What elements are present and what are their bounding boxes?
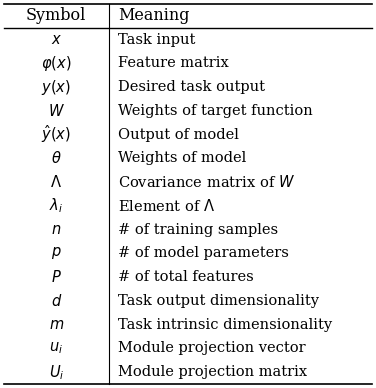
Text: Task intrinsic dimensionality: Task intrinsic dimensionality — [118, 318, 332, 332]
Text: Symbol: Symbol — [26, 7, 86, 24]
Text: $d$: $d$ — [51, 293, 62, 309]
Text: Meaning: Meaning — [118, 7, 190, 24]
Text: $p$: $p$ — [51, 246, 62, 262]
Text: $x$: $x$ — [51, 33, 62, 47]
Text: Weights of target function: Weights of target function — [118, 104, 313, 118]
Text: $\Lambda$: $\Lambda$ — [50, 174, 62, 190]
Text: $n$: $n$ — [51, 223, 61, 237]
Text: Module projection vector: Module projection vector — [118, 341, 306, 355]
Text: Task output dimensionality: Task output dimensionality — [118, 294, 319, 308]
Text: $\lambda_i$: $\lambda_i$ — [49, 197, 63, 215]
Text: # of total features: # of total features — [118, 270, 254, 284]
Text: Desired task output: Desired task output — [118, 80, 265, 94]
Text: $\hat{y}(x)$: $\hat{y}(x)$ — [41, 124, 71, 146]
Text: Weights of model: Weights of model — [118, 151, 246, 165]
Text: $\varphi(x)$: $\varphi(x)$ — [41, 54, 71, 73]
Text: # of training samples: # of training samples — [118, 223, 278, 237]
Text: $W$: $W$ — [48, 103, 65, 119]
Text: Module projection matrix: Module projection matrix — [118, 365, 307, 379]
Text: $\theta$: $\theta$ — [51, 151, 62, 166]
Text: Covariance matrix of $W$: Covariance matrix of $W$ — [118, 174, 295, 190]
Text: Element of $\Lambda$: Element of $\Lambda$ — [118, 198, 215, 214]
Text: $m$: $m$ — [49, 318, 64, 332]
Text: Output of model: Output of model — [118, 128, 239, 142]
Text: $u_i$: $u_i$ — [49, 341, 63, 356]
Text: $U_i$: $U_i$ — [49, 363, 64, 381]
Text: Feature matrix: Feature matrix — [118, 56, 229, 70]
Text: $P$: $P$ — [51, 269, 62, 285]
Text: $y(x)$: $y(x)$ — [41, 78, 71, 97]
Text: # of model parameters: # of model parameters — [118, 246, 289, 260]
Text: Task input: Task input — [118, 33, 196, 47]
